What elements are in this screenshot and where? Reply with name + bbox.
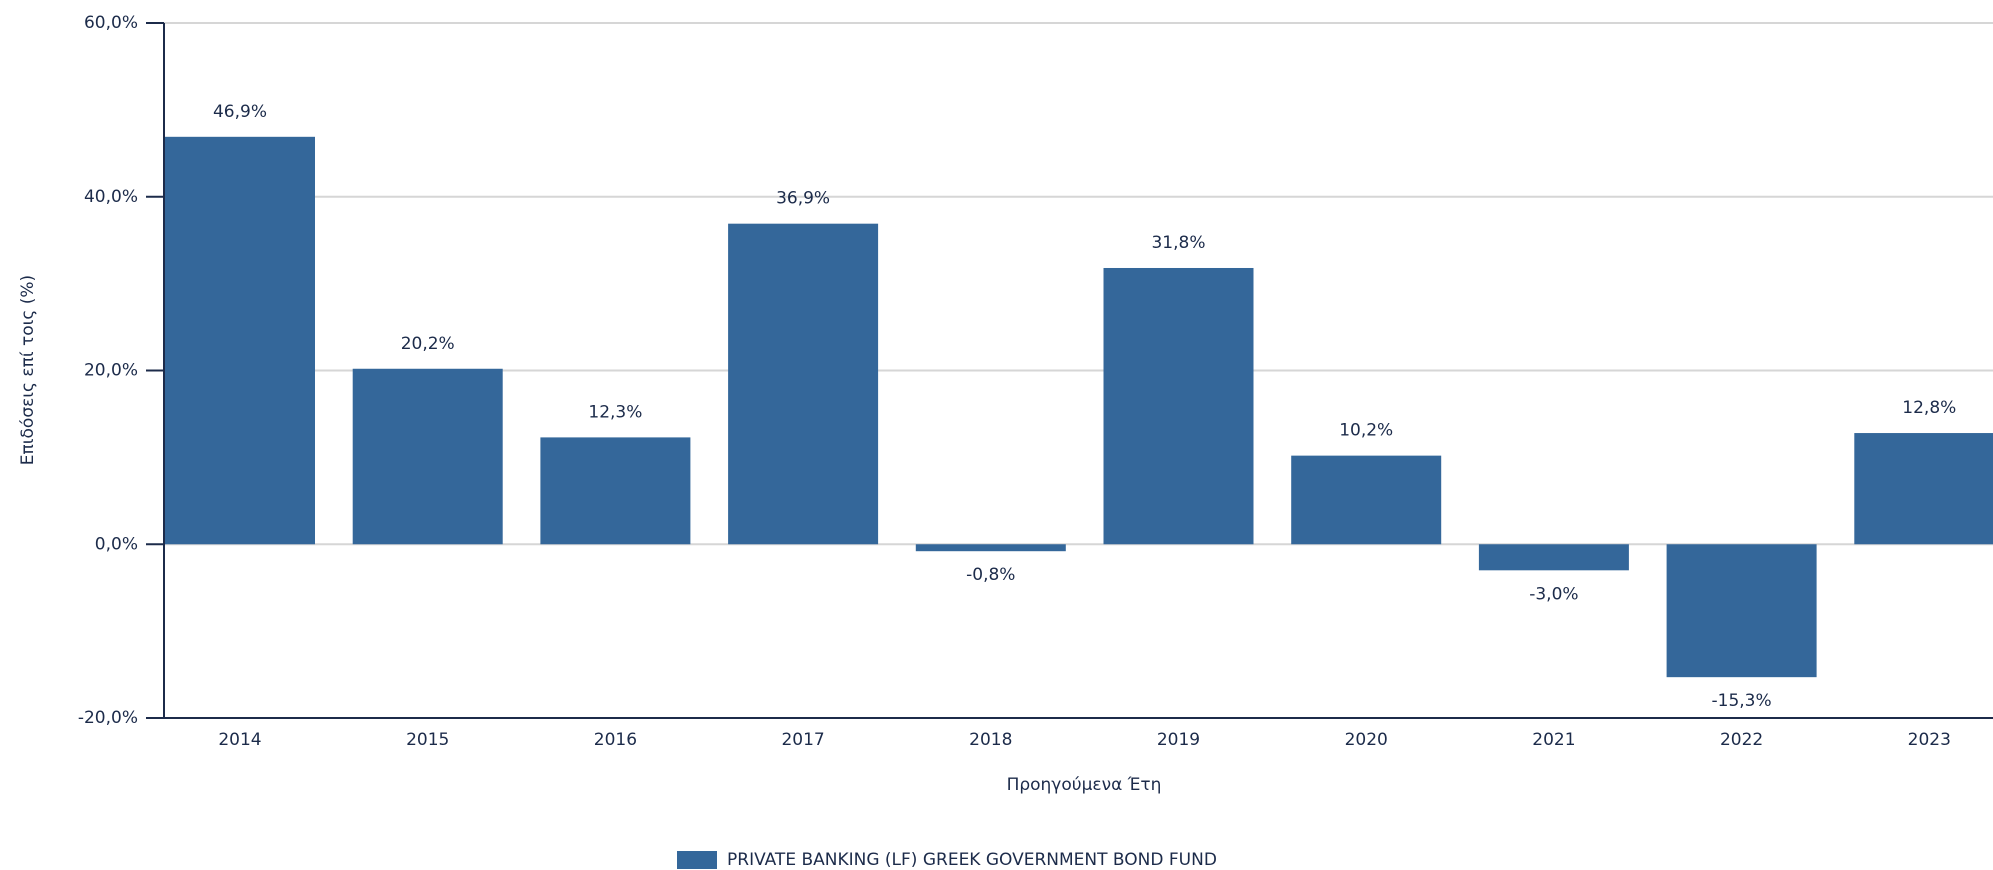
y-tick-label: -20,0% (78, 708, 138, 728)
bar (1854, 433, 1993, 545)
data-label: -0,8% (966, 565, 1015, 585)
x-tick-label: 2016 (594, 730, 637, 750)
bar (165, 136, 315, 545)
bar (352, 368, 503, 545)
x-tick-label: 2015 (406, 730, 449, 750)
y-axis-label: Επιδόσεις επί τοις (%) (18, 275, 38, 465)
data-label: 20,2% (401, 334, 455, 354)
x-tick-label: 2020 (1345, 730, 1388, 750)
data-label: 12,8% (1902, 398, 1956, 418)
legend-label: PRIVATE BANKING (LF) GREEK GOVERNMENT BO… (727, 850, 1217, 870)
y-tick-label: 20,0% (84, 361, 138, 381)
legend-swatch (677, 851, 717, 869)
data-label: 31,8% (1151, 233, 1205, 253)
bar (1291, 455, 1442, 545)
y-tick-label: 40,0% (84, 187, 138, 207)
x-tick-label: 2022 (1720, 730, 1763, 750)
x-tick-label: 2018 (969, 730, 1012, 750)
x-tick-label: 2023 (1908, 730, 1951, 750)
data-label: 10,2% (1339, 421, 1393, 441)
bar (1103, 267, 1254, 545)
bar (728, 223, 879, 545)
data-label: 46,9% (213, 102, 267, 122)
x-axis-label: Προηγούμενα Έτη (1007, 775, 1162, 795)
x-tick-label: 2014 (218, 730, 261, 750)
y-tick-label: 0,0% (95, 534, 138, 554)
x-tick-label: 2021 (1532, 730, 1575, 750)
data-label: -3,0% (1529, 584, 1578, 604)
data-label: 36,9% (776, 189, 830, 209)
y-tick-label: 60,0% (84, 13, 138, 33)
bar (1666, 544, 1817, 678)
bar (1478, 544, 1629, 571)
plot-area (165, 136, 1993, 678)
x-tick-label: 2017 (781, 730, 824, 750)
data-label: -15,3% (1712, 691, 1772, 711)
bar (915, 544, 1066, 552)
x-tick-label: 2019 (1157, 730, 1200, 750)
bar (540, 437, 691, 545)
data-label: 12,3% (588, 402, 642, 422)
